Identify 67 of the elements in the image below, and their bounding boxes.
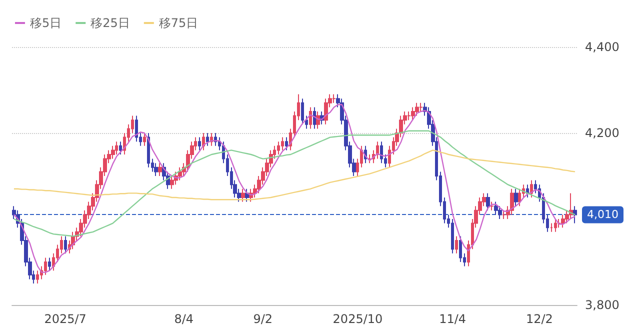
candlestick — [514, 188, 518, 207]
candlestick — [518, 188, 521, 207]
candlestick — [170, 176, 174, 190]
candlestick — [455, 236, 458, 254]
candlestick — [324, 98, 328, 125]
x-tick-label: 2025/7 — [44, 312, 86, 326]
line-series — [13, 130, 576, 237]
candlestick — [281, 136, 284, 151]
candlestick — [526, 184, 529, 198]
legend-label: 移5日 — [30, 16, 62, 30]
candlestick — [277, 141, 280, 155]
candlestick — [573, 206, 577, 224]
candlestick — [64, 236, 67, 254]
candlestick — [557, 218, 561, 228]
line-series — [13, 150, 576, 200]
candlestick — [411, 106, 415, 121]
candlestick — [550, 222, 553, 232]
candlestick — [368, 154, 371, 164]
y-tick-label: 4,400 — [585, 40, 620, 54]
y-tick-label: 4,200 — [585, 126, 620, 140]
x-tick-label: 8/4 — [174, 312, 194, 326]
candlestick — [111, 145, 115, 160]
candlestick — [135, 115, 138, 142]
candlestick — [561, 214, 565, 228]
legend-label: 移75日 — [158, 16, 198, 30]
candlestick — [115, 141, 118, 155]
candlestick — [154, 162, 158, 176]
candlestick — [241, 188, 245, 202]
candlestick — [451, 218, 454, 254]
candlestick — [206, 132, 209, 146]
candlestick — [494, 201, 498, 216]
candlestick — [510, 188, 514, 216]
candlestick — [380, 141, 383, 164]
candlestick — [498, 206, 502, 220]
candlestick — [143, 132, 146, 146]
candlestick — [415, 102, 419, 116]
candlestick — [44, 257, 47, 276]
candlestick — [502, 210, 506, 220]
candlestick — [198, 136, 201, 151]
candlestick — [459, 236, 462, 262]
candlestick — [486, 192, 490, 211]
candlestick — [313, 106, 316, 130]
x-tick-label: 2025/10 — [332, 312, 383, 326]
candlestick — [48, 257, 51, 272]
x-tick-label: 9/2 — [253, 312, 273, 326]
x-tick-label: 11/4 — [439, 312, 466, 326]
candlestick — [147, 132, 150, 168]
candlestick — [285, 136, 288, 151]
candlestick — [407, 111, 411, 121]
candlestick — [376, 141, 379, 160]
candlestick — [490, 201, 494, 211]
y-tick-label: 3,800 — [585, 298, 620, 312]
candlestick — [245, 188, 249, 202]
candlestick — [36, 270, 39, 284]
candlestick — [178, 166, 182, 181]
candlestick — [305, 115, 308, 130]
candlestick — [301, 98, 304, 125]
ref-line-label: 4,010 — [587, 208, 618, 222]
line-series — [13, 104, 576, 273]
candlestick — [119, 141, 122, 155]
candlestick — [309, 106, 312, 130]
candlestick — [419, 102, 423, 112]
candlestick — [158, 162, 162, 176]
candlestick — [554, 218, 557, 232]
legend-label: 移25日 — [90, 16, 130, 30]
x-tick-label: 12/2 — [526, 312, 553, 326]
candlestick — [332, 94, 336, 104]
